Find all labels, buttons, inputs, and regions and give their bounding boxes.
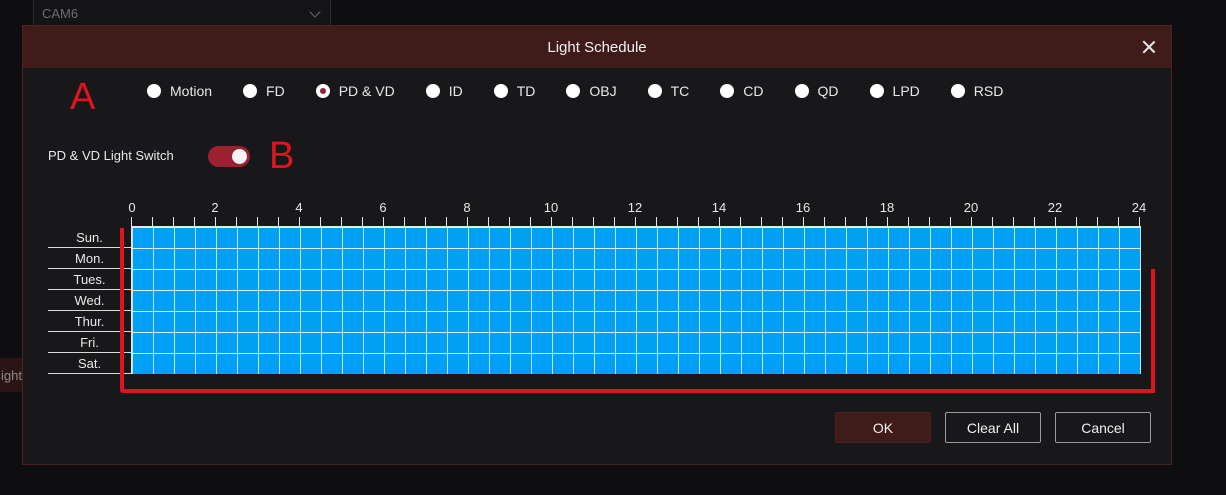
radio-dot bbox=[566, 84, 581, 98]
radio-label: LPD bbox=[892, 83, 920, 99]
radio-dot bbox=[243, 84, 258, 98]
annotation-a: A bbox=[70, 76, 96, 118]
light-switch-toggle[interactable] bbox=[208, 146, 250, 167]
radio-cd[interactable]: CD bbox=[720, 83, 764, 99]
hour-label: 6 bbox=[379, 200, 387, 215]
dialog-header: Light Schedule bbox=[23, 26, 1171, 68]
chevron-down-icon bbox=[309, 5, 321, 18]
camera-select-value: CAM6 bbox=[42, 6, 79, 21]
light-switch-label: PD & VD Light Switch bbox=[48, 148, 174, 163]
radio-label: FD bbox=[266, 83, 285, 99]
hour-tick-ruler bbox=[131, 217, 1141, 227]
side-tab[interactable]: ight bbox=[0, 358, 22, 392]
radio-tc[interactable]: TC bbox=[647, 83, 690, 99]
radio-dot-selected bbox=[315, 84, 330, 98]
radio-label: TD bbox=[516, 83, 536, 99]
hour-label: 10 bbox=[543, 200, 559, 215]
hour-label: 22 bbox=[1047, 200, 1063, 215]
radio-dot bbox=[794, 84, 809, 98]
radio-td[interactable]: TD bbox=[493, 83, 536, 99]
side-tab-label: ight bbox=[1, 367, 22, 383]
radio-label: OBJ bbox=[589, 83, 617, 99]
toggle-knob bbox=[232, 149, 247, 164]
hour-label: 4 bbox=[295, 200, 303, 215]
schedule-grid[interactable] bbox=[131, 227, 1141, 374]
hour-label: 14 bbox=[711, 200, 727, 215]
radio-label: CD bbox=[743, 83, 764, 99]
annotation-bracket bbox=[120, 228, 1153, 393]
camera-select[interactable]: CAM6 bbox=[33, 0, 331, 28]
radio-dot bbox=[950, 84, 965, 98]
cancel-button[interactable]: Cancel bbox=[1055, 412, 1151, 443]
radio-label: RSD bbox=[973, 83, 1004, 99]
radio-obj[interactable]: OBJ bbox=[566, 83, 617, 99]
radio-dot bbox=[425, 84, 440, 98]
day-label-mon: Mon. bbox=[48, 248, 131, 269]
radio-dot bbox=[720, 84, 735, 98]
radio-fd[interactable]: FD bbox=[243, 83, 285, 99]
hour-label: 12 bbox=[627, 200, 643, 215]
clear-all-button[interactable]: Clear All bbox=[945, 412, 1041, 443]
radio-dot bbox=[647, 84, 662, 98]
radio-label: ID bbox=[448, 83, 463, 99]
day-label-fri: Fri. bbox=[48, 332, 131, 353]
radio-pd-vd[interactable]: PD & VD bbox=[315, 83, 395, 99]
radio-label: QD bbox=[817, 83, 839, 99]
day-label-thu: Thur. bbox=[48, 311, 131, 332]
radio-rsd[interactable]: RSD bbox=[950, 83, 1004, 99]
ok-button[interactable]: OK bbox=[835, 412, 931, 443]
day-label-wed: Wed. bbox=[48, 290, 131, 311]
radio-motion[interactable]: Motion bbox=[147, 83, 212, 99]
radio-label: PD & VD bbox=[338, 83, 395, 99]
day-label-tue: Tues. bbox=[48, 269, 131, 290]
light-schedule-dialog: Light Schedule A B Motion FD PD & VD ID … bbox=[22, 25, 1172, 465]
radio-dot bbox=[869, 84, 884, 98]
hour-label: 24 bbox=[1131, 200, 1147, 215]
day-label-sun: Sun. bbox=[48, 227, 131, 248]
radio-id[interactable]: ID bbox=[425, 83, 463, 99]
radio-lpd[interactable]: LPD bbox=[869, 83, 920, 99]
radio-dot bbox=[493, 84, 508, 98]
radio-dot bbox=[147, 84, 161, 98]
radio-label: Motion bbox=[170, 83, 213, 99]
hour-label: 20 bbox=[963, 200, 979, 215]
hour-label: 8 bbox=[463, 200, 471, 215]
annotation-b: B bbox=[269, 135, 295, 177]
hour-label: 18 bbox=[879, 200, 895, 215]
hour-label: 0 bbox=[128, 200, 136, 215]
radio-label: TC bbox=[670, 83, 690, 99]
detection-type-radio-group: Motion FD PD & VD ID TD OBJ TC CD QD LPD… bbox=[147, 82, 1003, 100]
hour-label: 2 bbox=[211, 200, 219, 215]
annotation-bracket-right bbox=[1151, 269, 1155, 393]
dialog-title: Light Schedule bbox=[547, 38, 647, 56]
radio-qd[interactable]: QD bbox=[794, 83, 839, 99]
day-label-sat: Sat. bbox=[48, 353, 131, 374]
hour-label: 16 bbox=[795, 200, 811, 215]
close-icon[interactable] bbox=[1141, 39, 1157, 55]
